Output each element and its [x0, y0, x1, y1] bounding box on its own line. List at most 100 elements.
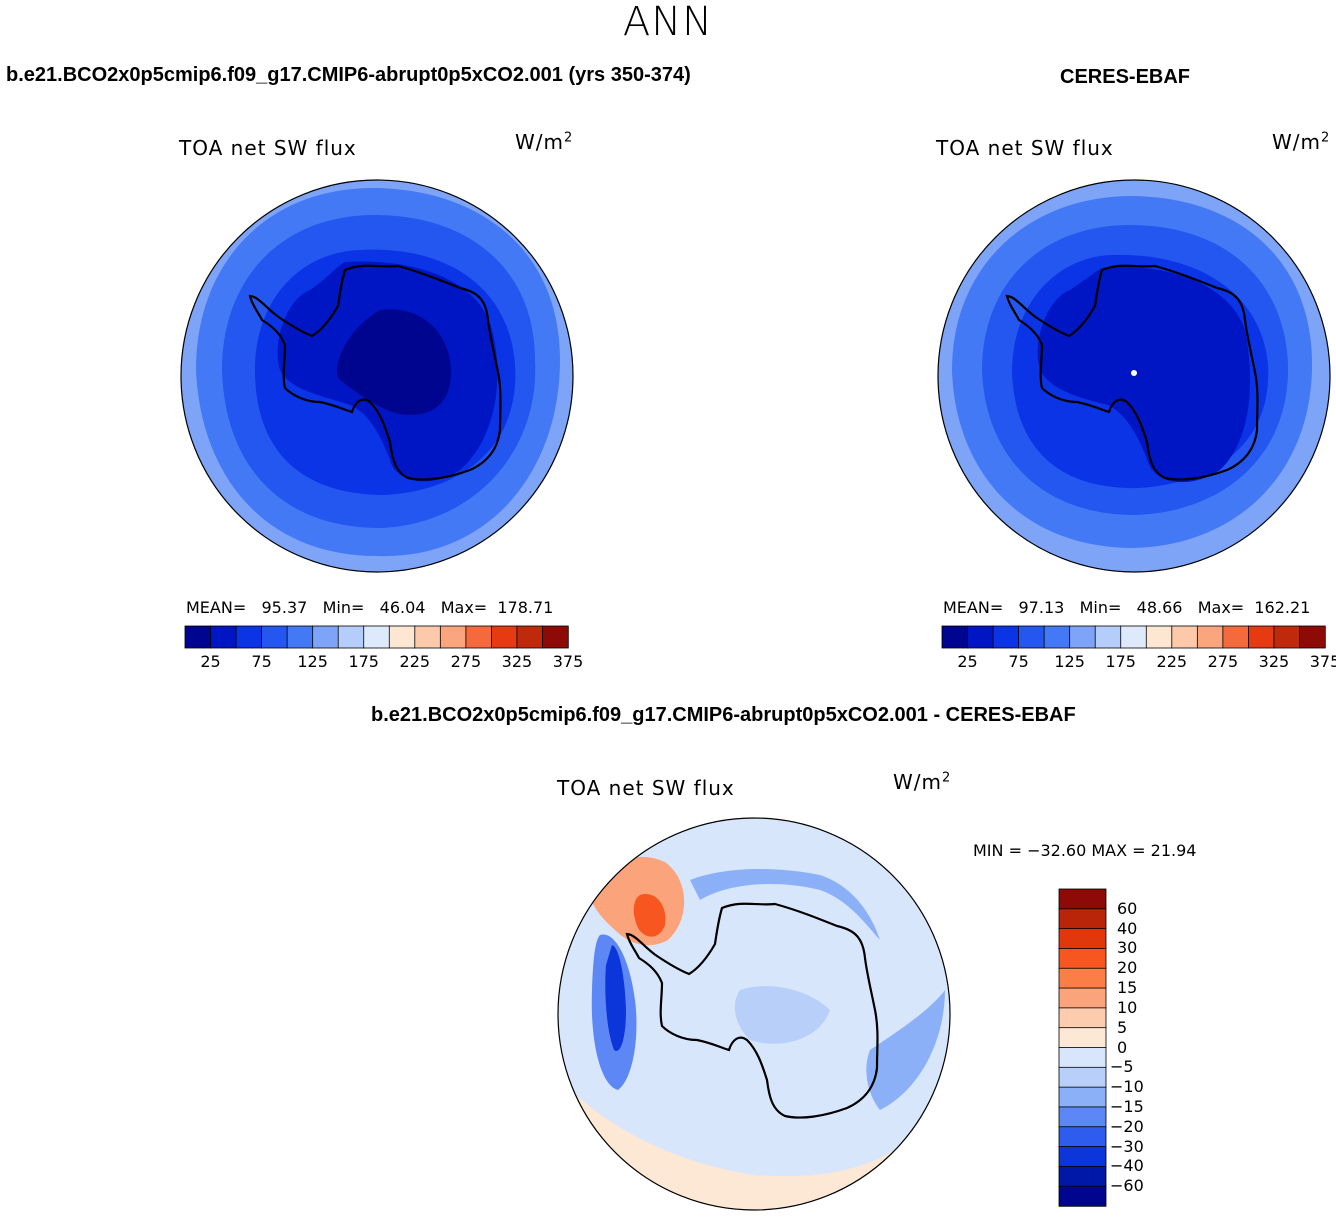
diff-colorbar-tick-label: −15	[1110, 1096, 1144, 1116]
obs-colorbar-swatch	[1018, 625, 1045, 649]
model-colorbar-swatch	[490, 625, 518, 649]
obs-colorbar	[941, 625, 1326, 649]
obs-contour-fill	[938, 180, 1330, 572]
obs-colorbar-tick-label: 325	[1258, 652, 1290, 671]
model-colorbar-swatch	[388, 625, 416, 649]
diff-colorbar-tick-label: 0	[1117, 1037, 1128, 1057]
model-colorbar-swatch	[261, 625, 288, 649]
model-colorbar-tick-label: 25	[200, 652, 221, 671]
diff-panel-title: b.e21.BCO2x0p5cmip6.f09_g17.CMIP6-abrupt…	[371, 704, 1076, 726]
obs-stats: MEAN= 97.13 Min= 48.66 Max= 162.21	[943, 598, 1311, 617]
model-colorbar-swatch	[439, 625, 467, 649]
model-coastline	[248, 264, 502, 481]
model-mean-value: 95.37	[261, 598, 308, 617]
model-colorbar	[184, 625, 569, 649]
model-colorbar-tick-label: 275	[450, 652, 482, 671]
model-colorbar-swatch	[414, 625, 442, 649]
diff-colorbar-swatch	[1058, 967, 1107, 989]
diff-colorbar-swatch	[1058, 908, 1107, 930]
model-colorbar-tick-label: 225	[399, 652, 431, 671]
diff-colorbar-swatch	[1058, 1086, 1107, 1108]
obs-colorbar-tick-label: 175	[1105, 652, 1136, 671]
diff-colorbar-tick-label: −40	[1110, 1156, 1144, 1176]
obs-colorbar-swatch	[992, 625, 1020, 649]
model-colorbar-swatch	[516, 625, 544, 649]
diff-colorbar-swatch	[1058, 888, 1107, 910]
obs-colorbar-tick-label: 275	[1207, 652, 1239, 671]
model-colorbar-swatch	[363, 625, 390, 649]
diff-colorbar-tick-label: −20	[1110, 1116, 1144, 1136]
model-colorbar-swatch	[286, 625, 314, 649]
model-colorbar-swatch	[184, 625, 212, 649]
obs-min-value: 48.66	[1136, 598, 1183, 617]
obs-colorbar-swatch	[967, 625, 994, 649]
diff-colorbar-swatch	[1058, 1047, 1107, 1069]
model-stats: MEAN= 95.37 Min= 46.04 Max= 178.71	[186, 598, 554, 617]
diff-colorbar-tick-label: 5	[1117, 1017, 1128, 1037]
diff-colorbar-swatch	[1058, 1066, 1107, 1088]
obs-colorbar-swatch	[1196, 625, 1224, 649]
model-colorbar-swatch	[235, 625, 263, 649]
obs-colorbar-tick-label: 75	[1008, 652, 1029, 671]
obs-colorbar-tick-label: 25	[957, 652, 978, 671]
obs-colorbar-swatch	[1043, 625, 1071, 649]
model-units-label: W/m2	[515, 130, 574, 154]
obs-colorbar-swatch	[1171, 625, 1199, 649]
obs-units-label: W/m2	[1272, 130, 1331, 154]
diff-colorbar	[1058, 888, 1107, 1207]
model-colorbar-swatch	[542, 625, 569, 649]
obs-colorbar-swatch	[1247, 625, 1275, 649]
diff-colorbar-tick-label: 60	[1117, 898, 1138, 918]
model-contour-fill	[181, 180, 573, 572]
diff-colorbar-swatch	[1058, 987, 1107, 1009]
diff-colorbar-tick-label: 20	[1117, 958, 1138, 978]
obs-colorbar-swatch	[1094, 625, 1122, 649]
model-colorbar-swatch	[210, 625, 237, 649]
obs-max-value: 162.21	[1254, 598, 1311, 617]
obs-panel-title: CERES-EBAF	[1060, 66, 1191, 88]
diff-colorbar-swatch	[1058, 1027, 1107, 1049]
diff-contour-fill	[558, 818, 950, 1210]
model-colorbar-tick-label: 375	[552, 652, 584, 671]
obs-colorbar-swatch	[1120, 625, 1147, 649]
model-colorbar-tick-label: 75	[251, 652, 272, 671]
obs-colorbar-tick-label: 125	[1054, 652, 1085, 671]
model-colorbar-swatch	[465, 625, 493, 649]
obs-colorbar-tick-label: 375	[1309, 652, 1336, 671]
obs-colorbar-swatch	[941, 625, 969, 649]
model-colorbar-swatch	[312, 625, 339, 649]
diff-colorbar-tick-label: −10	[1110, 1077, 1144, 1097]
model-colorbar-swatch	[337, 625, 365, 649]
model-panel-title: b.e21.BCO2x0p5cmip6.f09_g17.CMIP6-abrupt…	[6, 64, 691, 86]
obs-coastline	[1005, 264, 1259, 481]
diff-stats: MIN = −32.60 MAX = 21.94	[973, 841, 1197, 860]
diff-colorbar-swatch	[1058, 1007, 1107, 1029]
diff-colorbar-swatch	[1058, 948, 1107, 969]
obs-colorbar-swatch	[1145, 625, 1173, 649]
diff-colorbar-tick-label: 10	[1117, 997, 1138, 1017]
figure-season-title: ANN	[622, 0, 714, 45]
obs-colorbar-swatch	[1273, 625, 1301, 649]
diff-colorbar-tick-label: −30	[1110, 1136, 1144, 1156]
diff-colorbar-swatch	[1058, 1106, 1107, 1128]
diff-coastline	[625, 902, 879, 1119]
model-min-value: 46.04	[379, 598, 426, 617]
obs-colorbar-swatch	[1222, 625, 1250, 649]
diff-colorbar-tick-label: 40	[1117, 918, 1138, 938]
obs-variable-label: TOA net SW flux	[936, 136, 1114, 160]
diff-colorbar-swatch	[1058, 1126, 1107, 1148]
diff-colorbar-swatch	[1058, 1185, 1107, 1207]
diff-colorbar-tick-label: 30	[1117, 938, 1138, 958]
diff-colorbar-swatch	[1058, 1146, 1107, 1168]
diff-variable-label: TOA net SW flux	[557, 776, 735, 800]
diff-colorbar-swatch	[1058, 928, 1107, 950]
model-colorbar-tick-label: 175	[348, 652, 379, 671]
diff-colorbar-tick-label: −60	[1110, 1176, 1144, 1196]
model-max-value: 178.71	[497, 598, 554, 617]
model-colorbar-tick-label: 125	[297, 652, 328, 671]
diff-units-label: W/m2	[893, 770, 952, 794]
diff-colorbar-tick-label: −5	[1110, 1057, 1134, 1077]
